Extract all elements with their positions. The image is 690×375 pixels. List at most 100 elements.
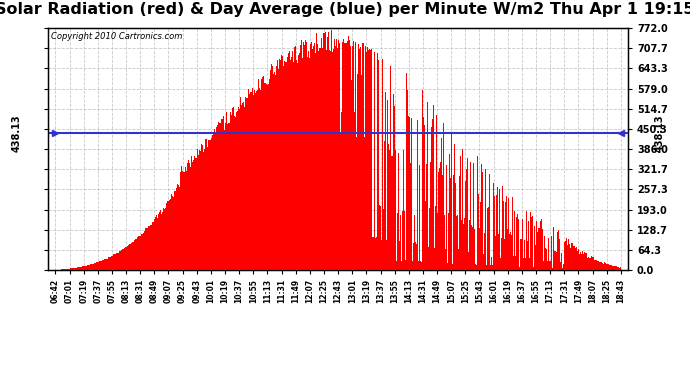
- Bar: [336, 39, 337, 270]
- Bar: [160, 210, 161, 270]
- Bar: [233, 106, 234, 270]
- Bar: [85, 266, 86, 270]
- Bar: [611, 265, 612, 270]
- Bar: [482, 172, 483, 270]
- Bar: [352, 46, 353, 270]
- Bar: [140, 236, 141, 270]
- Bar: [164, 209, 165, 270]
- Bar: [386, 240, 387, 270]
- Bar: [411, 93, 413, 270]
- Bar: [569, 244, 570, 270]
- Bar: [457, 215, 458, 270]
- Bar: [566, 238, 567, 270]
- Bar: [332, 52, 333, 270]
- Bar: [90, 264, 91, 270]
- Bar: [388, 150, 390, 270]
- Bar: [552, 268, 553, 270]
- Bar: [155, 217, 157, 270]
- Bar: [474, 229, 475, 270]
- Bar: [602, 263, 603, 270]
- Bar: [179, 187, 180, 270]
- Bar: [446, 165, 447, 270]
- Bar: [573, 246, 574, 270]
- Bar: [120, 251, 121, 270]
- Bar: [177, 184, 178, 270]
- Bar: [270, 70, 271, 270]
- Bar: [595, 260, 596, 270]
- Bar: [171, 194, 172, 270]
- Bar: [425, 201, 426, 270]
- Bar: [374, 52, 375, 270]
- Bar: [191, 156, 192, 270]
- Bar: [598, 261, 599, 270]
- Bar: [182, 171, 183, 270]
- Bar: [219, 123, 220, 270]
- Bar: [75, 268, 76, 270]
- Bar: [496, 195, 497, 270]
- Bar: [208, 140, 209, 270]
- Bar: [360, 47, 362, 270]
- Bar: [556, 252, 557, 270]
- Bar: [483, 254, 484, 270]
- Bar: [356, 136, 357, 270]
- Bar: [396, 261, 397, 270]
- Bar: [430, 105, 431, 270]
- Bar: [478, 194, 479, 270]
- Bar: [544, 236, 545, 270]
- Bar: [326, 50, 327, 270]
- Bar: [81, 267, 83, 270]
- Bar: [561, 253, 562, 270]
- Bar: [291, 57, 292, 270]
- Bar: [521, 267, 522, 270]
- Bar: [403, 150, 404, 270]
- Bar: [299, 53, 300, 270]
- Bar: [445, 249, 446, 270]
- Bar: [490, 265, 491, 270]
- Bar: [320, 48, 322, 270]
- Bar: [535, 260, 536, 270]
- Bar: [70, 268, 72, 270]
- Bar: [339, 43, 340, 270]
- Bar: [571, 243, 572, 270]
- Bar: [301, 40, 302, 270]
- Bar: [243, 95, 244, 270]
- Bar: [275, 75, 276, 270]
- Bar: [275, 59, 277, 270]
- Bar: [481, 179, 482, 270]
- Bar: [562, 268, 563, 270]
- Bar: [593, 257, 594, 270]
- Bar: [453, 174, 454, 270]
- Bar: [462, 155, 464, 270]
- Bar: [333, 49, 334, 270]
- Bar: [355, 42, 356, 270]
- Bar: [437, 213, 438, 270]
- Bar: [454, 144, 455, 270]
- Bar: [487, 208, 488, 270]
- Bar: [62, 269, 63, 270]
- Bar: [319, 36, 320, 270]
- Bar: [112, 256, 113, 270]
- Bar: [306, 42, 307, 270]
- Bar: [96, 262, 97, 270]
- Bar: [593, 260, 595, 270]
- Bar: [252, 88, 253, 270]
- Bar: [93, 264, 95, 270]
- Bar: [512, 197, 513, 270]
- Bar: [498, 234, 499, 270]
- Bar: [614, 267, 615, 270]
- Bar: [343, 39, 344, 270]
- Bar: [417, 120, 418, 270]
- Bar: [376, 237, 377, 270]
- Bar: [603, 264, 604, 270]
- Bar: [222, 118, 223, 270]
- Bar: [110, 256, 112, 270]
- Bar: [517, 213, 518, 270]
- Bar: [542, 230, 543, 270]
- Bar: [283, 66, 284, 270]
- Text: Copyright 2010 Cartronics.com: Copyright 2010 Cartronics.com: [51, 32, 183, 41]
- Bar: [304, 45, 305, 270]
- Bar: [254, 85, 255, 270]
- Bar: [147, 228, 148, 270]
- Bar: [288, 53, 289, 270]
- Bar: [499, 189, 500, 270]
